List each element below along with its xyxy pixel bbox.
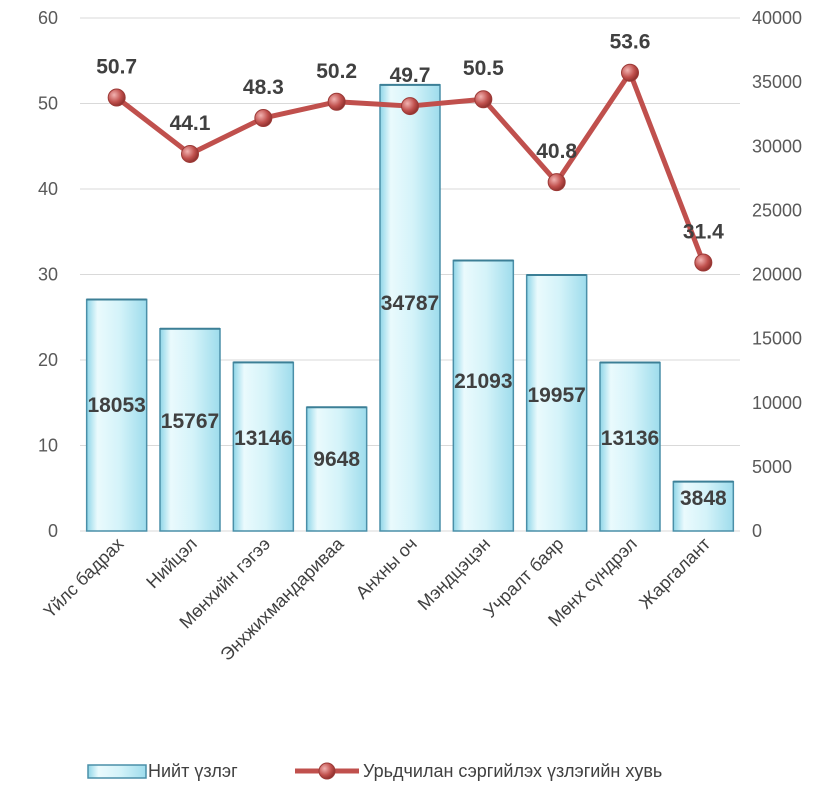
left-tick-label: 20 xyxy=(38,350,58,370)
bar-data-labels: 18053 15767 13146 9648 34787 21093 19957 13136 3… xyxy=(87,292,727,510)
line-marker xyxy=(107,88,126,107)
line-data-label: 44.1 xyxy=(170,112,211,135)
bar xyxy=(599,361,661,532)
left-tick-label: 0 xyxy=(48,521,58,541)
category-label: Үйлс бадрах xyxy=(40,534,128,622)
line-data-label: 50.2 xyxy=(316,60,357,83)
line-marker xyxy=(327,92,346,111)
left-tick-label: 60 xyxy=(38,8,58,28)
right-tick-label: 30000 xyxy=(752,136,802,156)
bar-data-label: 13136 xyxy=(601,427,659,450)
category-label: Энхжихмандариваа xyxy=(216,533,348,665)
line-data-labels: 50.7 44.1 48.3 50.2 49.7 50.5 40.8 53.6 31.4 xyxy=(96,31,724,244)
right-tick-label: 20000 xyxy=(752,265,802,285)
bar-data-label: 13146 xyxy=(234,427,292,450)
left-tick-label: 50 xyxy=(38,94,58,114)
legend-label-bars: Нийт үзлэг xyxy=(148,761,238,781)
right-tick-label: 35000 xyxy=(752,72,802,92)
line-marker xyxy=(181,144,199,163)
right-tick-label: 40000 xyxy=(752,8,802,28)
line-data-label: 49.7 xyxy=(390,64,431,87)
left-tick-label: 30 xyxy=(38,265,58,285)
right-tick-label: 0 xyxy=(752,521,762,541)
right-tick-label: 15000 xyxy=(752,329,802,349)
bar xyxy=(159,328,221,532)
bar xyxy=(305,406,368,532)
line-data-label: 48.3 xyxy=(243,76,284,99)
right-tick-label: 25000 xyxy=(752,200,802,220)
line-series xyxy=(107,63,713,272)
category-label: Жаргалант xyxy=(635,534,714,613)
left-tick-label: 10 xyxy=(38,436,58,456)
line-marker xyxy=(694,253,713,272)
bar xyxy=(85,298,148,532)
left-tick-label: 40 xyxy=(38,179,58,199)
bar-data-label: 15767 xyxy=(161,410,219,433)
line-marker xyxy=(254,109,273,128)
bar xyxy=(525,274,588,532)
line-data-label: 50.5 xyxy=(463,57,504,80)
category-label: Нийцэл xyxy=(142,534,200,592)
line-marker xyxy=(401,97,419,116)
bars xyxy=(85,83,735,532)
bar-data-label: 21093 xyxy=(454,370,512,393)
legend-line-marker xyxy=(318,762,336,780)
right-tick-label: 5000 xyxy=(752,457,792,477)
legend-bar-swatch xyxy=(87,764,147,779)
line-data-label: 31.4 xyxy=(683,221,724,244)
legend: Нийт үзлэг Урьдчилан сэргийлэх үзлэгийн х… xyxy=(87,761,662,781)
right-tick-label: 10000 xyxy=(752,393,802,413)
line-marker xyxy=(547,173,566,192)
bar xyxy=(379,84,441,532)
category-label: Анхны оч xyxy=(352,534,421,603)
legend-label-line: Урьдчилан сэргийлэх үзлэгийн хувь xyxy=(363,761,662,781)
right-axis-ticks: 0 5000 10000 15000 20000 25000 30000 35000 40000 xyxy=(752,8,802,541)
line-marker xyxy=(474,90,493,109)
left-axis-ticks: 0 10 20 30 40 50 60 xyxy=(38,8,58,541)
bar-data-label: 18053 xyxy=(87,394,145,417)
bar-data-label: 3848 xyxy=(680,487,727,510)
line-data-label: 53.6 xyxy=(610,31,651,54)
category-label: Мэндцэцэн xyxy=(414,534,494,614)
line-data-label: 50.7 xyxy=(96,56,137,79)
line-marker xyxy=(621,63,639,82)
line-data-label: 40.8 xyxy=(536,140,577,163)
bar-data-label: 34787 xyxy=(381,292,439,315)
bar-data-label: 9648 xyxy=(313,448,360,471)
bar-data-label: 19957 xyxy=(527,384,585,407)
bar xyxy=(452,259,515,532)
